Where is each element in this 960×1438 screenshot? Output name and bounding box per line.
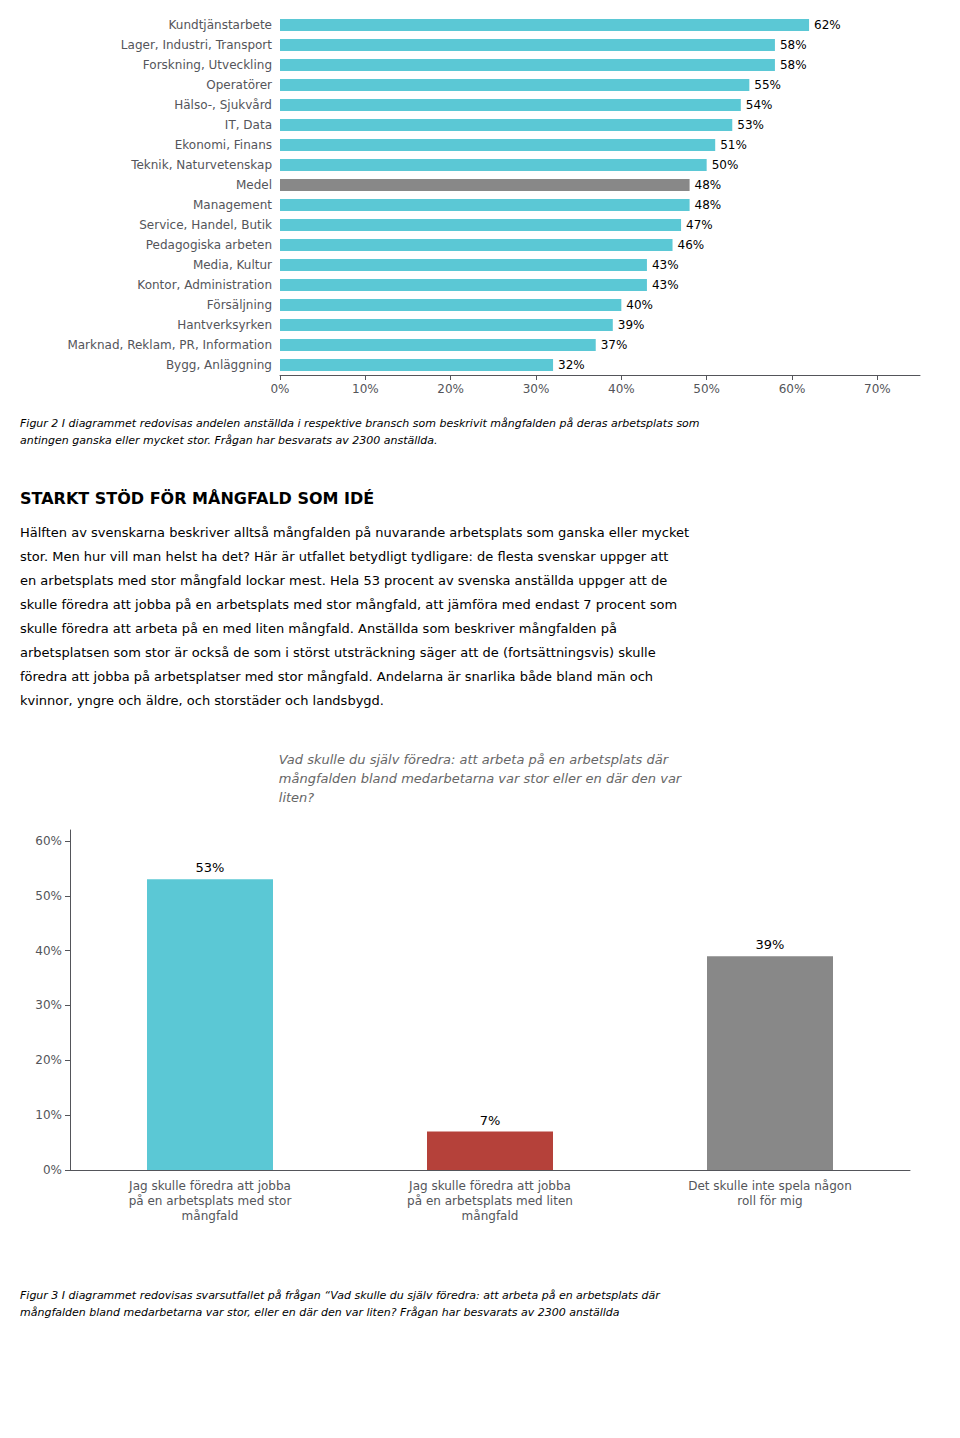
svg-text:51%: 51% — [720, 138, 747, 152]
svg-text:10%: 10% — [352, 382, 379, 396]
svg-text:mångfalden bland medarbetarna: mångfalden bland medarbetarna var stor e… — [279, 771, 683, 786]
svg-text:skulle föredra att jobba på en: skulle föredra att jobba på en arbetspla… — [20, 597, 677, 612]
svg-text:53%: 53% — [196, 860, 225, 875]
svg-text:32%: 32% — [558, 358, 585, 372]
svg-text:58%: 58% — [780, 58, 807, 72]
svg-text:55%: 55% — [754, 78, 781, 92]
svg-text:62%: 62% — [814, 18, 841, 32]
svg-text:54%: 54% — [746, 98, 773, 112]
svg-text:20%: 20% — [35, 1053, 62, 1067]
svg-text:arbetsplatsen som stor är ocks: arbetsplatsen som stor är också de som i… — [20, 645, 656, 660]
svg-text:0%: 0% — [43, 1163, 62, 1177]
svg-text:mångfald: mångfald — [182, 1209, 239, 1223]
svg-text:Medel: Medel — [236, 178, 272, 192]
svg-text:en arbetsplats med stor mångfa: en arbetsplats med stor mångfald lockar … — [20, 573, 667, 588]
svg-text:40%: 40% — [626, 298, 653, 312]
svg-text:70%: 70% — [864, 382, 891, 396]
svg-text:Service, Handel, Butik: Service, Handel, Butik — [139, 218, 272, 232]
svg-text:50%: 50% — [693, 382, 720, 396]
svg-text:Kontor, Administration: Kontor, Administration — [137, 278, 272, 292]
svg-text:0%: 0% — [270, 382, 289, 396]
svg-text:Bygg, Anläggning: Bygg, Anläggning — [166, 358, 272, 372]
svg-text:Figur 2 I diagrammet redovisas: Figur 2 I diagrammet redovisas andelen a… — [20, 417, 700, 430]
svg-text:47%: 47% — [686, 218, 713, 232]
svg-text:STARKT STÖD FÖR MÅNGFALD SOM I: STARKT STÖD FÖR MÅNGFALD SOM IDÉ — [20, 489, 374, 508]
svg-text:Försäljning: Försäljning — [207, 298, 272, 312]
svg-text:7%: 7% — [480, 1113, 501, 1128]
svg-text:43%: 43% — [652, 278, 679, 292]
svg-text:Hantverksyrken: Hantverksyrken — [177, 318, 272, 332]
svg-text:Ekonomi, Finans: Ekonomi, Finans — [175, 138, 272, 152]
svg-text:46%: 46% — [678, 238, 705, 252]
svg-text:roll för mig: roll för mig — [737, 1194, 802, 1208]
svg-text:50%: 50% — [35, 889, 62, 903]
svg-text:stor. Men hur vill man helst h: stor. Men hur vill man helst ha det? Här… — [20, 549, 668, 564]
svg-text:antingen ganska eller mycket s: antingen ganska eller mycket stor. Fråga… — [20, 434, 438, 447]
svg-text:20%: 20% — [437, 382, 464, 396]
svg-text:60%: 60% — [779, 382, 806, 396]
svg-text:Forskning, Utveckling: Forskning, Utveckling — [143, 58, 272, 72]
svg-text:Lager, Industri, Transport: Lager, Industri, Transport — [121, 38, 272, 52]
svg-text:Media, Kultur: Media, Kultur — [193, 258, 272, 272]
svg-text:skulle föredra att arbeta på e: skulle föredra att arbeta på en med lite… — [20, 621, 617, 636]
svg-text:liten?: liten? — [279, 790, 315, 805]
svg-text:Figur 3 I diagrammet redovisas: Figur 3 I diagrammet redovisas svarsutfa… — [20, 1289, 661, 1302]
svg-text:48%: 48% — [695, 198, 722, 212]
svg-text:37%: 37% — [601, 338, 628, 352]
svg-text:Operatörer: Operatörer — [206, 78, 272, 92]
svg-text:40%: 40% — [608, 382, 635, 396]
svg-text:mångfalden bland medarbetarna: mångfalden bland medarbetarna var stor, … — [20, 1306, 620, 1319]
svg-text:Pedagogiska arbeten: Pedagogiska arbeten — [146, 238, 272, 252]
svg-text:på en arbetsplats med liten: på en arbetsplats med liten — [407, 1194, 573, 1208]
svg-text:60%: 60% — [35, 834, 62, 848]
svg-text:Management: Management — [193, 198, 272, 212]
svg-text:50%: 50% — [712, 158, 739, 172]
svg-text:40%: 40% — [35, 944, 62, 958]
svg-text:30%: 30% — [35, 998, 62, 1012]
svg-text:kvinnor, yngre och äldre, och: kvinnor, yngre och äldre, och storstäder… — [20, 693, 384, 708]
svg-text:mångfald: mångfald — [462, 1209, 519, 1223]
svg-text:48%: 48% — [695, 178, 722, 192]
svg-text:30%: 30% — [523, 382, 550, 396]
svg-text:Det skulle inte spela någon: Det skulle inte spela någon — [688, 1179, 852, 1193]
svg-text:Vad skulle du själv föredra: a: Vad skulle du själv föredra: att arbeta … — [279, 752, 670, 767]
svg-text:IT, Data: IT, Data — [225, 118, 272, 132]
svg-text:43%: 43% — [652, 258, 679, 272]
svg-text:föredra att jobba på arbetspla: föredra att jobba på arbetsplatser med s… — [20, 669, 653, 684]
svg-text:Hälften av svenskarna beskrive: Hälften av svenskarna beskriver alltså m… — [20, 525, 689, 540]
svg-text:på en arbetsplats med stor: på en arbetsplats med stor — [129, 1194, 292, 1208]
svg-text:10%: 10% — [35, 1108, 62, 1122]
svg-text:53%: 53% — [737, 118, 764, 132]
svg-text:Hälso-, Sjukvård: Hälso-, Sjukvård — [174, 98, 272, 112]
svg-text:Jag skulle föredra att jobba: Jag skulle föredra att jobba — [408, 1179, 571, 1193]
svg-text:Teknik, Naturvetenskap: Teknik, Naturvetenskap — [130, 158, 272, 172]
svg-text:39%: 39% — [618, 318, 645, 332]
svg-text:58%: 58% — [780, 38, 807, 52]
svg-text:39%: 39% — [756, 937, 785, 952]
svg-text:Kundtjänstarbete: Kundtjänstarbete — [169, 18, 272, 32]
svg-text:Jag skulle föredra att jobba: Jag skulle föredra att jobba — [128, 1179, 291, 1193]
svg-text:Marknad, Reklam, PR, Informati: Marknad, Reklam, PR, Information — [67, 338, 272, 352]
